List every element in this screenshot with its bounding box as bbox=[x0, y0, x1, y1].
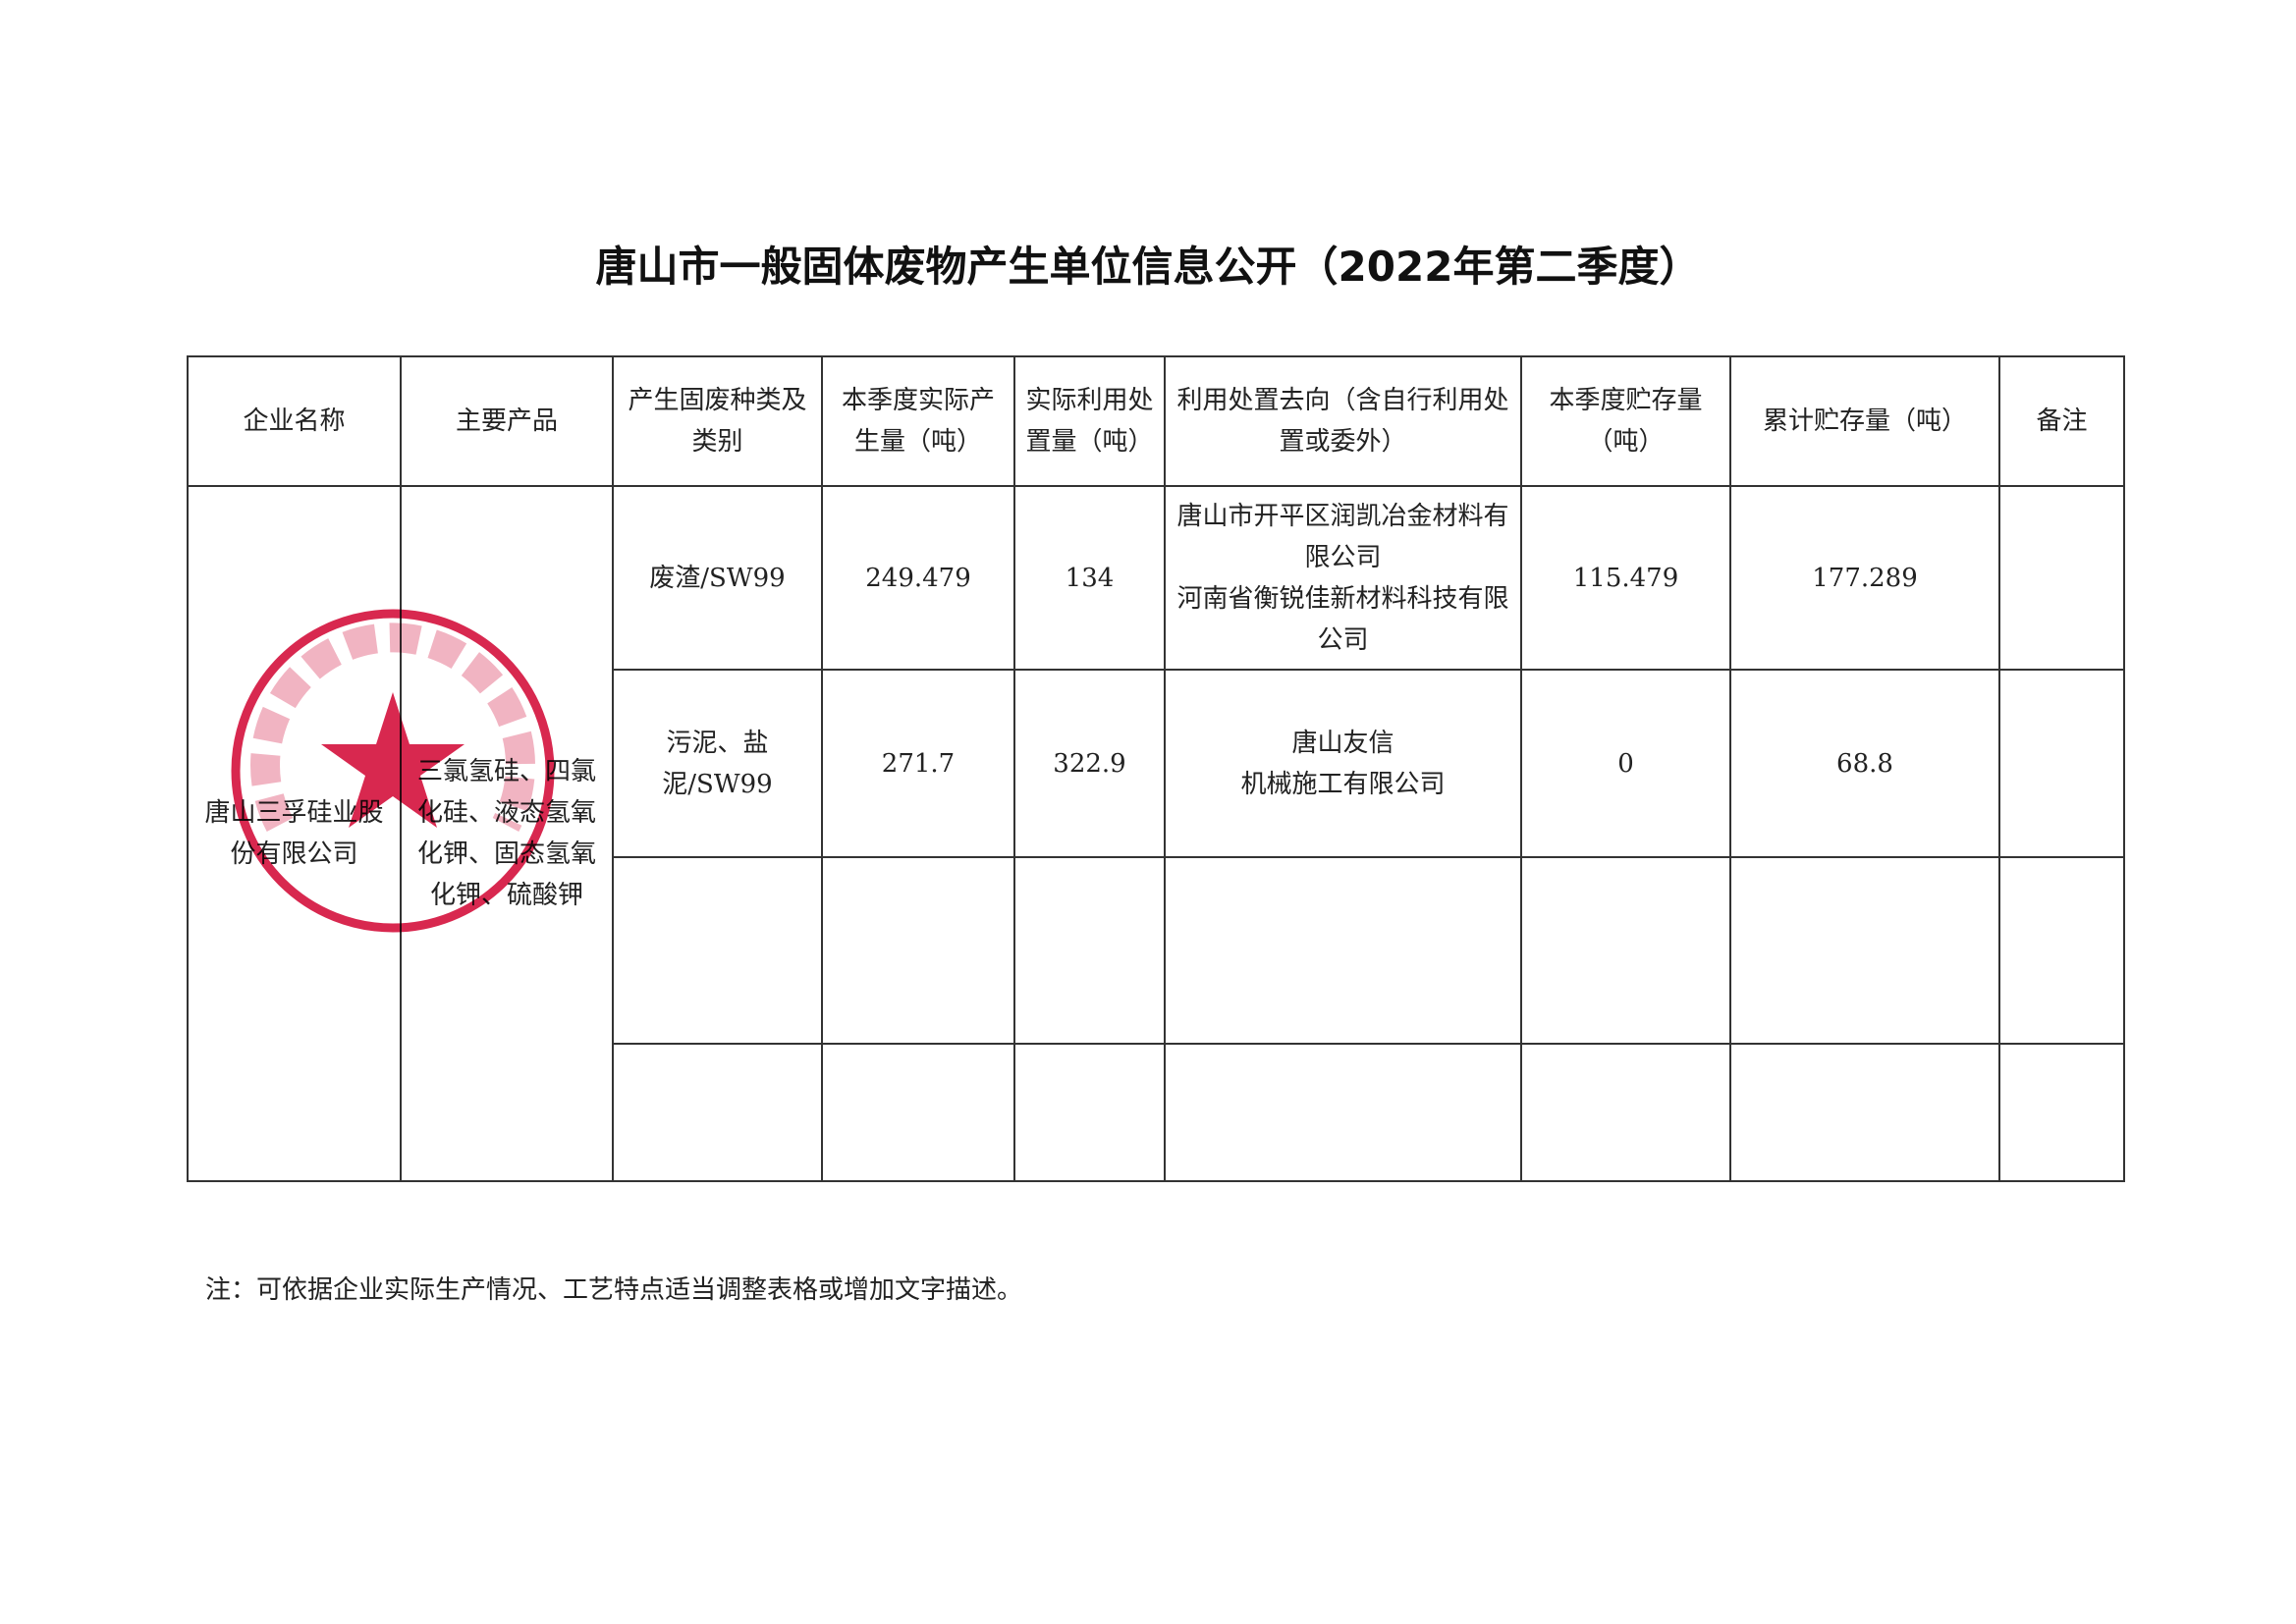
produced-cell: 271.7 bbox=[821, 669, 1015, 858]
header-cell: 备注 bbox=[1998, 355, 2125, 487]
header-cell: 利用处置去向（含自行利用处置或委外） bbox=[1164, 355, 1522, 487]
products-cell: 三氯氢硅、四氯化硅、液态氢氧化钾、固态氢氧化钾、硫酸钾 bbox=[400, 485, 614, 1182]
page-title: 唐山市一般固体废物产生单位信息公开（2022年第二季度） bbox=[595, 243, 1701, 291]
header-row: 企业名称 主要产品 产生固废种类及类别 本季度实际产生量（吨） 实际利用处置量（… bbox=[187, 355, 2125, 487]
stored-cell: 115.479 bbox=[1520, 485, 1731, 671]
header-cell: 累计贮存量（吨） bbox=[1729, 355, 2000, 487]
destination-cell bbox=[1164, 856, 1522, 1045]
waste-cell: 废渣/SW99 bbox=[612, 485, 823, 671]
disposed-cell: 134 bbox=[1013, 485, 1166, 671]
table-row bbox=[188, 856, 2125, 1045]
cumulative-cell bbox=[1729, 856, 2000, 1045]
waste-cell bbox=[612, 1043, 823, 1182]
remark-cell bbox=[1998, 669, 2125, 858]
header-cell: 实际利用处置量（吨） bbox=[1013, 355, 1166, 487]
produced-cell: 249.479 bbox=[821, 485, 1015, 671]
header-cell: 本季度实际产生量（吨） bbox=[821, 355, 1015, 487]
table-row: 唐山三孚硅业股份有限公司 三氯氢硅、四氯化硅、液态氢氧化钾、固态氢氧化钾、硫酸钾废… bbox=[187, 485, 2125, 1182]
waste-cell bbox=[612, 856, 823, 1045]
disposed-cell: 322.9 bbox=[1013, 669, 1166, 858]
table-row: 污泥、盐泥/SW99 271.7 322.9 唐山友信 机械施工有限公司 0 68.8 bbox=[188, 669, 2125, 858]
remark-cell bbox=[1998, 1043, 2125, 1182]
cumulative-cell: 68.8 bbox=[1729, 669, 2000, 858]
cumulative-cell bbox=[1729, 1043, 2000, 1182]
remark-cell bbox=[1998, 856, 2125, 1045]
header-cell: 企业名称 bbox=[187, 355, 402, 487]
waste-cell: 污泥、盐泥/SW99 bbox=[612, 669, 823, 858]
company-name-cell: 唐山三孚硅业股份有限公司 bbox=[187, 485, 402, 1182]
destination-cell bbox=[1164, 1043, 1522, 1182]
remark-cell bbox=[1998, 485, 2125, 671]
destination-cell: 唐山市开平区润凯冶金材料有限公司 河南省衡锐佳新材料科技有限公司 bbox=[1164, 485, 1522, 671]
produced-cell bbox=[821, 856, 1015, 1045]
waste-info-table: 企业名称 主要产品 产生固废种类及类别 本季度实际产生量（吨） 实际利用处置量（… bbox=[187, 355, 2125, 1182]
stored-cell: 0 bbox=[1520, 669, 1731, 858]
disposed-cell bbox=[1013, 1043, 1166, 1182]
stored-cell bbox=[1520, 856, 1731, 1045]
stored-cell bbox=[1520, 1043, 1731, 1182]
destination-cell: 唐山友信 机械施工有限公司 bbox=[1164, 669, 1522, 858]
disposed-cell bbox=[1013, 856, 1166, 1045]
table-row bbox=[188, 1043, 2125, 1182]
header-cell: 本季度贮存量（吨） bbox=[1520, 355, 1731, 487]
cumulative-cell: 177.289 bbox=[1729, 485, 2000, 671]
header-cell: 产生固废种类及类别 bbox=[612, 355, 823, 487]
header-cell: 主要产品 bbox=[400, 355, 614, 487]
footnote: 注：可依据企业实际生产情况、工艺特点适当调整表格或增加文字描述。 bbox=[205, 1275, 1023, 1305]
produced-cell bbox=[821, 1043, 1015, 1182]
